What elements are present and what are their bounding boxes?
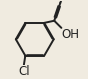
Text: OH: OH <box>62 28 80 41</box>
Text: Cl: Cl <box>18 65 30 78</box>
